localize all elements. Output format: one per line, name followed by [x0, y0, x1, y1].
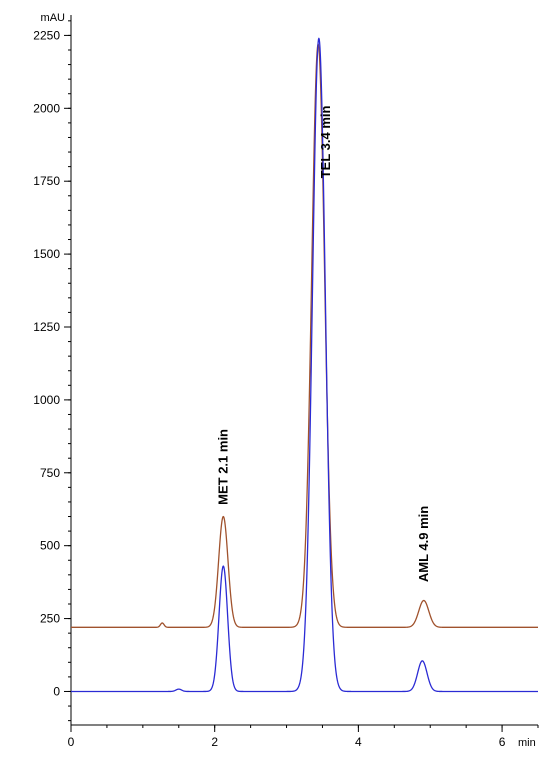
peak-label: AML 4.9 min — [416, 506, 431, 582]
y-tick-label: 1250 — [33, 320, 60, 334]
y-tick-label: 1500 — [33, 247, 60, 261]
y-tick-label: 1750 — [33, 174, 60, 188]
peak-label: MET 2.1 min — [215, 429, 230, 505]
x-tick-label: 6 — [499, 735, 506, 749]
y-tick-label: 0 — [53, 684, 60, 698]
x-tick-label: 4 — [355, 735, 362, 749]
x-unit-label: min — [518, 737, 536, 749]
x-axis: 0 2 4 6 — [68, 724, 539, 749]
series-layer — [70, 37, 539, 693]
y-tick-label: 2250 — [33, 28, 60, 42]
series-line-1 — [70, 43, 539, 628]
y-tick-label: 250 — [40, 612, 60, 626]
y-tick-label: 750 — [40, 466, 60, 480]
series-line-2 — [70, 37, 539, 693]
y-axis: 0 250 500 750 1000 1250 1500 1750 2000 2250 — [33, 15, 72, 725]
x-tick-label: 2 — [211, 735, 218, 749]
y-unit-label: mAU — [41, 12, 66, 24]
y-tick-label: 2000 — [33, 101, 60, 115]
annotation-layer: MET 2.1 min TEL 3.4 min AML 4.9 min — [215, 106, 430, 583]
y-tick-label: 1000 — [33, 393, 60, 407]
x-tick-label: 0 — [68, 735, 75, 749]
peak-label: TEL 3.4 min — [318, 106, 333, 179]
y-tick-label: 500 — [40, 539, 60, 553]
